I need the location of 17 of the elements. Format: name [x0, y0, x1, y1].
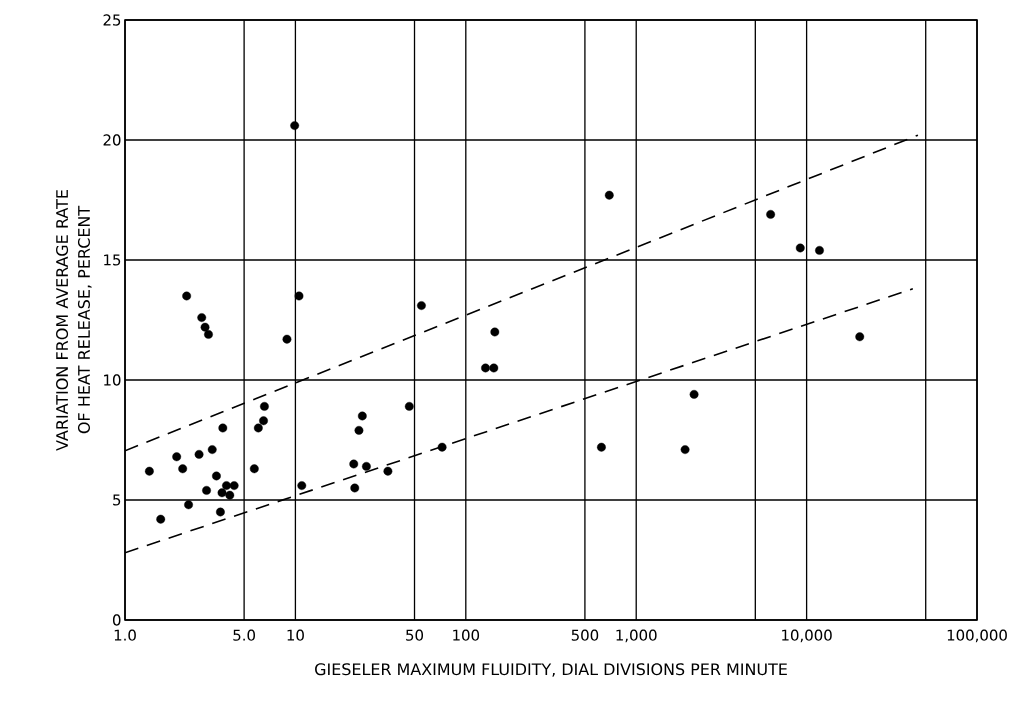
x-tick-label: 10	[287, 629, 304, 641]
x-tick-label: 50	[406, 629, 424, 641]
x-tick-label: 1,000	[616, 629, 657, 643]
y-tick-label: 15	[104, 254, 121, 266]
x-tick-label: 5.0	[233, 629, 255, 641]
x-tick-label: 10,000	[782, 629, 832, 643]
y-tick-label: 5	[113, 494, 121, 506]
x-tick-label: 100	[453, 629, 480, 641]
x-tick-label: 500	[571, 629, 599, 641]
y-axis-title: VARIATION FROM AVERAGE RATE OF HEAT RELEASE, PERCENT	[56, 190, 92, 451]
y-tick-label: 25	[103, 14, 121, 26]
x-axis-title: GIESELER MAXIMUM FLUIDITY, DIAL DIVISIONS PER MINUTE	[315, 663, 787, 677]
x-tick-label: 1.0	[114, 629, 136, 641]
y-tick-label: 20	[103, 134, 121, 146]
y-tick-label: 0	[112, 614, 121, 626]
y-tick-label: 10	[104, 374, 121, 386]
x-tick-label: 100,000	[947, 629, 1007, 643]
